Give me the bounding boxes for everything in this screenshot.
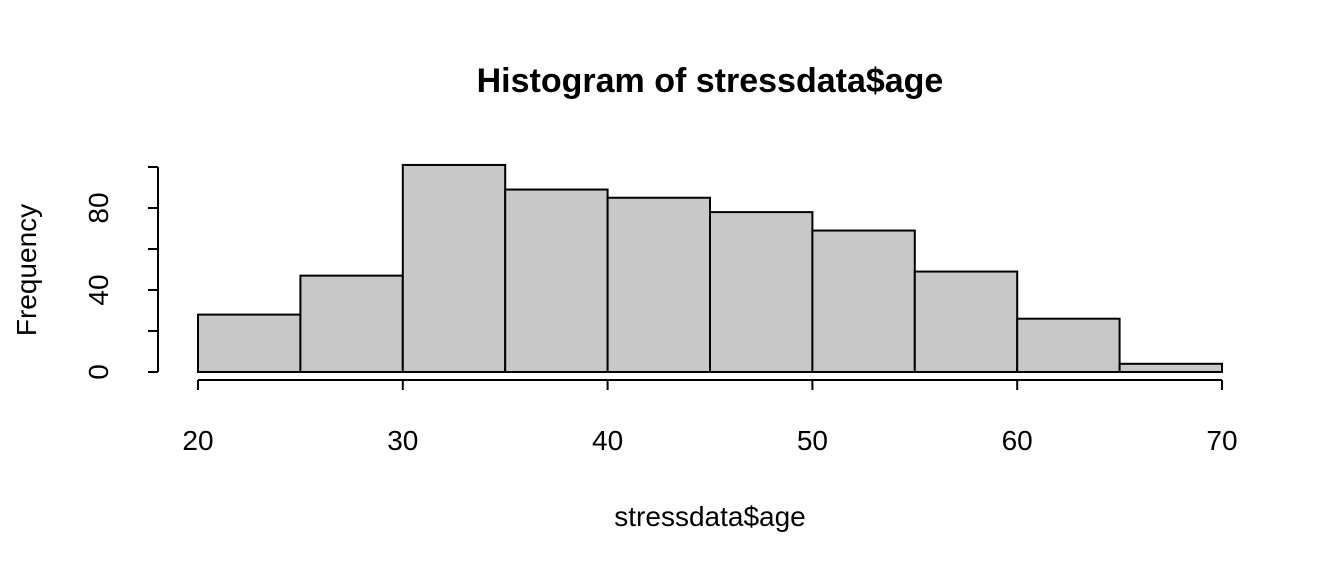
histogram-bar-55-60	[913, 270, 1019, 373]
histogram-bar-65-70	[1118, 362, 1223, 373]
chart-title: Histogram of stressdata$age	[477, 62, 944, 100]
x-tick-label-30: 30	[387, 425, 418, 456]
histogram-bar-60-65	[1016, 317, 1121, 374]
x-tick-label-40: 40	[592, 425, 623, 456]
y-axis-label: Frequency	[11, 204, 42, 336]
histogram-bar-35-40	[504, 188, 609, 373]
y-axis: 0 40 80	[83, 166, 159, 380]
bars-layer	[197, 163, 1223, 374]
x-axis: 20 30 40 50 60 70	[182, 379, 1238, 456]
histogram-bar-40-45	[606, 196, 711, 373]
x-tick-label-50: 50	[797, 425, 828, 456]
x-tick-label-20: 20	[182, 425, 213, 456]
y-tick-label-80: 80	[83, 192, 114, 223]
x-tick-label-60: 60	[1002, 425, 1033, 456]
y-tick-label-0: 0	[83, 364, 114, 380]
y-tick-label-40: 40	[83, 274, 114, 305]
x-axis-label: stressdata$age	[614, 501, 805, 532]
histogram-bar-30-35	[401, 163, 507, 373]
histogram-bar-20-25	[197, 313, 302, 374]
histogram-bar-45-50	[709, 211, 814, 373]
histogram-bar-50-55	[811, 229, 916, 373]
x-tick-label-70: 70	[1206, 425, 1237, 456]
histogram-bar-25-30	[299, 274, 404, 373]
